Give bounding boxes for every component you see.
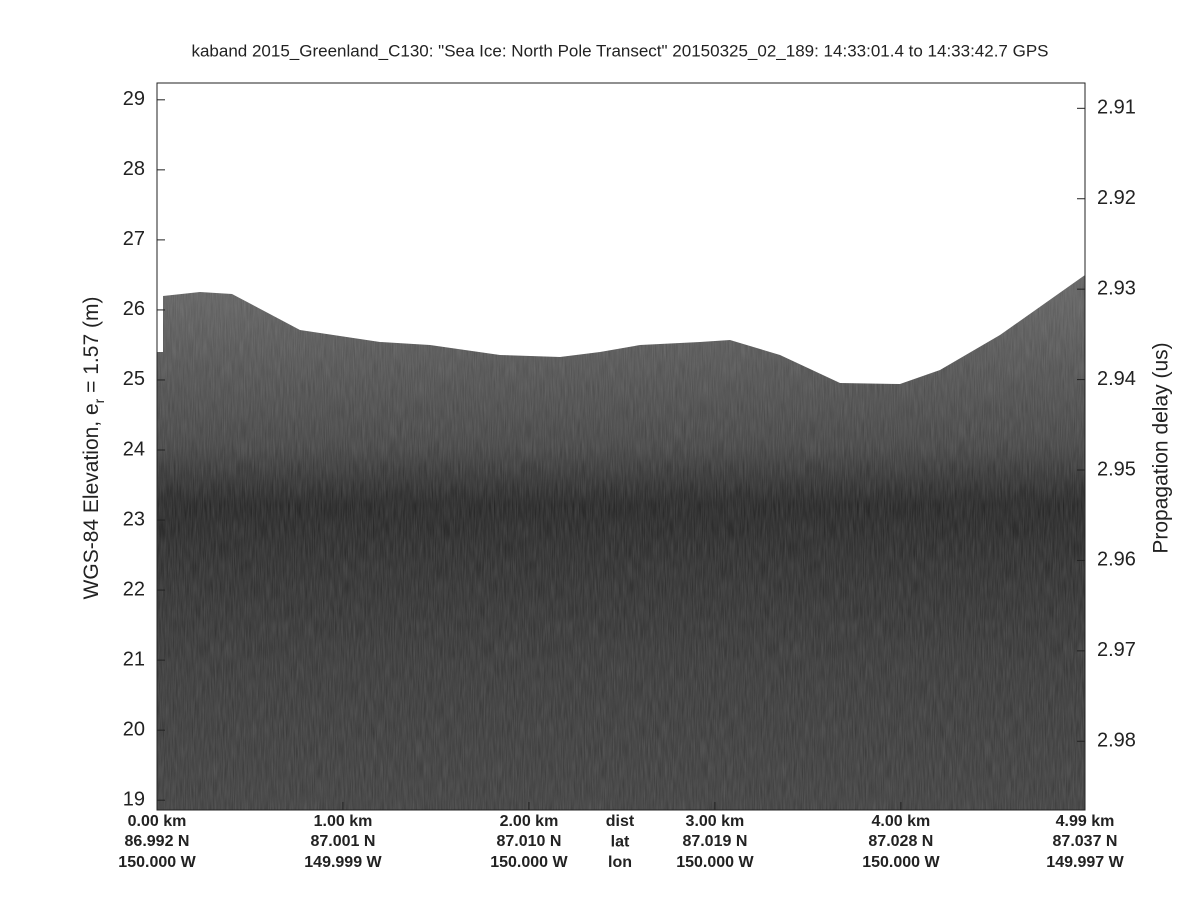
y-tick-label: 28 <box>123 158 145 180</box>
y2-tick-label: 2.97 <box>1097 639 1136 661</box>
y2-tick-label: 2.91 <box>1097 97 1136 119</box>
y-axis-label: WGS-84 Elevation, er = 1.57 (m) <box>80 297 107 600</box>
lon-label: 149.997 W <box>1046 854 1124 871</box>
y-tick-label: 25 <box>123 368 145 390</box>
y-tick-label: 19 <box>123 788 145 810</box>
lon-label: 150.000 W <box>676 854 754 871</box>
x-tick-label: 0.00 km <box>128 813 187 830</box>
lat-label: 87.001 N <box>311 833 376 850</box>
y2-tick-label: 2.94 <box>1097 368 1136 390</box>
y-tick-label: 21 <box>123 648 145 670</box>
lat-label: 87.010 N <box>496 833 561 850</box>
lat-label: 87.028 N <box>868 833 933 850</box>
y2-tick-label: 2.96 <box>1097 549 1136 571</box>
y2-tick-label: 2.98 <box>1097 730 1136 752</box>
x-tick-label: 3.00 km <box>686 813 745 830</box>
y-tick-label: 23 <box>123 508 145 530</box>
y-tick-label: 22 <box>123 578 145 600</box>
y-label-text: WGS-84 Elevation, e <box>80 403 103 599</box>
y2-tick-label: 2.95 <box>1097 458 1136 480</box>
y-label-suffix: = 1.57 (m) <box>80 297 103 399</box>
y-tick-label: 29 <box>123 88 145 110</box>
y2-tick-label: 2.93 <box>1097 277 1136 299</box>
echogram-image <box>157 83 1085 810</box>
plot-frame <box>156 82 1086 811</box>
y2-tick-label: 2.92 <box>1097 187 1136 209</box>
row-name: lon <box>608 854 632 871</box>
y2-axis-label: Propagation delay (us) <box>1150 342 1173 553</box>
lat-label: 86.992 N <box>125 833 190 850</box>
lon-label: 149.999 W <box>304 854 382 871</box>
x-tick-label: 1.00 km <box>314 813 373 830</box>
y-tick-label: 26 <box>123 298 145 320</box>
lon-label: 150.000 W <box>490 854 568 871</box>
lat-label: 87.019 N <box>682 833 747 850</box>
chart-title: kaband 2015_Greenland_C130: "Sea Ice: No… <box>191 41 1048 60</box>
y-tick-label: 24 <box>123 438 145 460</box>
lat-label: 87.037 N <box>1053 833 1118 850</box>
y-label-subscript: r <box>91 398 107 403</box>
row-name: dist <box>606 813 635 830</box>
lon-label: 150.000 W <box>118 854 196 871</box>
x-tick-label: 4.00 km <box>872 813 931 830</box>
x-tick-label: 2.00 km <box>500 813 559 830</box>
lon-label: 150.000 W <box>862 854 940 871</box>
y-tick-label: 20 <box>123 718 145 740</box>
row-name: lat <box>611 834 630 851</box>
x-tick-label: 4.99 km <box>1056 813 1115 830</box>
y-tick-label: 27 <box>123 228 145 250</box>
